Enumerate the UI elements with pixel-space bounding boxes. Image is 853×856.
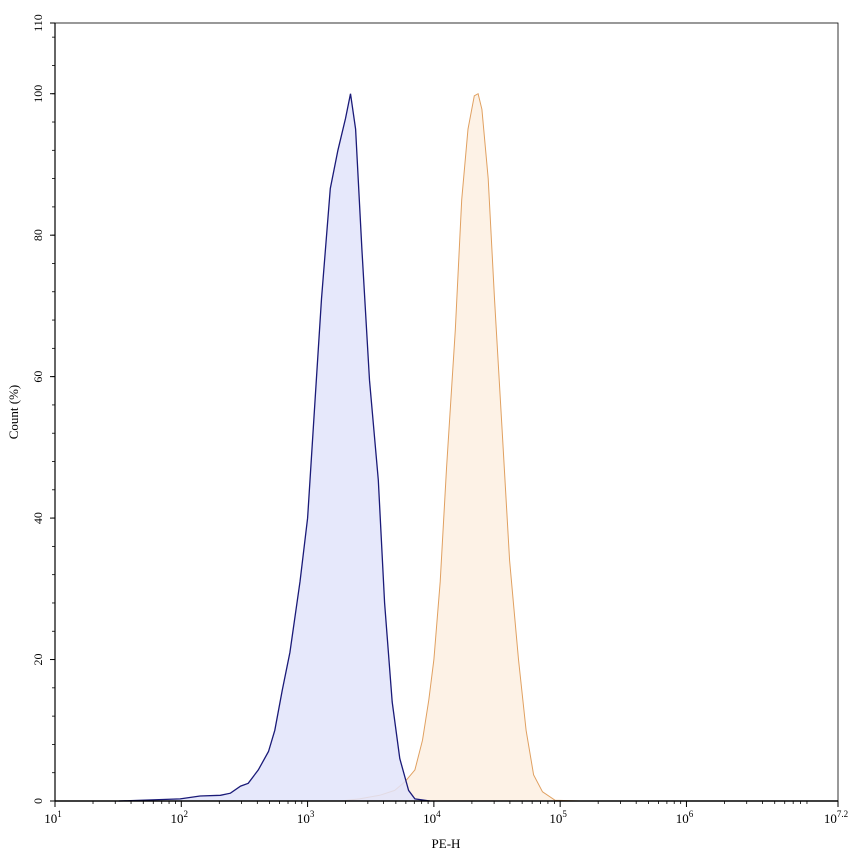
x-tick-exponent: 7.2 [837,809,848,819]
x-tick-label: 107.2 [824,809,848,826]
x-tick-label: 101 [44,809,62,826]
series-0-fill [340,93,581,801]
series-layer [118,92,581,802]
x-tick-label: 103 [297,809,315,826]
x-tick-base: 10 [676,811,689,826]
x-tick-label: 106 [676,809,694,826]
x-tick-exponent: 2 [184,809,189,819]
series-0-line [340,92,581,802]
y-tick-label: 110 [31,14,45,32]
x-axis-label: PE-H [432,836,461,851]
x-tick-exponent: 6 [689,809,694,819]
y-tick-label: 0 [31,798,45,804]
x-tick-label: 104 [423,809,441,826]
y-axis-label: Count (%) [6,385,21,440]
y-tick-label: 80 [31,229,45,241]
x-tick-exponent: 1 [57,809,62,819]
y-tick-label: 60 [31,371,45,383]
y-tick-label: 40 [31,512,45,524]
x-tick-base: 10 [171,811,184,826]
x-tick-base: 10 [297,811,310,826]
x-tick-label: 102 [171,809,189,826]
x-tick-base: 10 [423,811,436,826]
x-tick-exponent: 4 [436,809,441,819]
x-tick-base: 10 [44,811,57,826]
y-tick-label: 100 [31,85,45,103]
x-tick-base: 10 [824,811,837,826]
x-tick-label: 105 [549,809,567,826]
y-tick-label: 20 [31,654,45,666]
series-1-fill [118,93,431,801]
x-tick-exponent: 3 [310,809,315,819]
x-tick-exponent: 5 [562,809,567,819]
series-1-line [118,93,431,802]
x-tick-base: 10 [549,811,562,826]
